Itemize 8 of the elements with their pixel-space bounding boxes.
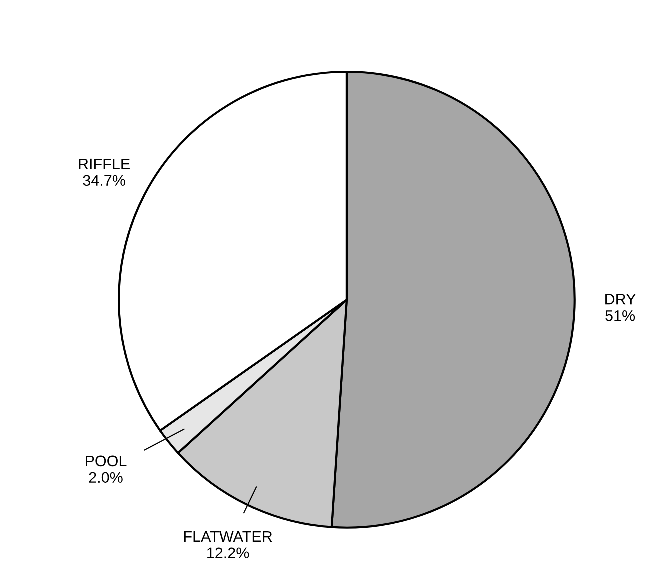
slice-label: POOL <box>86 456 127 467</box>
slice-label: RIFFLE <box>79 158 130 170</box>
data-label: 12.2% <box>208 548 250 558</box>
slice-label: DRY <box>606 294 636 305</box>
slice-label: FLATWATER <box>184 531 272 542</box>
data-label: 2.0% <box>89 472 123 484</box>
data-label: 51% <box>606 310 636 322</box>
data-label: 34.7% <box>83 175 126 186</box>
